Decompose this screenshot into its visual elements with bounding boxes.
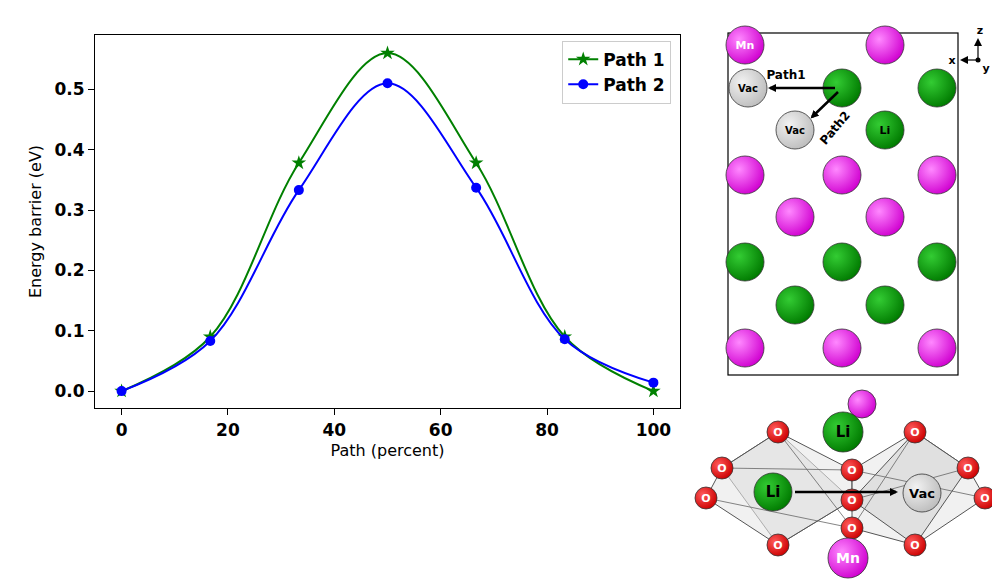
svg-text:40: 40 — [322, 420, 346, 440]
svg-text:O: O — [847, 522, 856, 535]
svg-text:O: O — [847, 464, 856, 477]
svg-text:Vac: Vac — [909, 486, 935, 501]
svg-text:O: O — [847, 494, 856, 507]
svg-text:y: y — [982, 62, 989, 75]
svg-text:Path 1: Path 1 — [603, 50, 664, 70]
svg-text:x: x — [948, 54, 955, 67]
svg-text:60: 60 — [429, 420, 453, 440]
svg-text:100: 100 — [636, 420, 672, 440]
svg-text:O: O — [980, 492, 989, 505]
svg-text:80: 80 — [535, 420, 559, 440]
svg-text:0.4: 0.4 — [54, 140, 84, 160]
svg-text:0.3: 0.3 — [54, 200, 84, 220]
svg-text:Li: Li — [766, 483, 781, 501]
svg-text:Vac: Vac — [785, 125, 805, 136]
svg-text:Li: Li — [836, 423, 851, 441]
svg-text:O: O — [910, 426, 919, 439]
svg-text:0.0: 0.0 — [54, 381, 84, 401]
svg-text:Mn: Mn — [836, 550, 860, 566]
svg-text:O: O — [773, 539, 782, 552]
svg-text:0.5: 0.5 — [54, 79, 84, 99]
svg-text:Energy barrier (eV): Energy barrier (eV) — [26, 145, 45, 298]
svg-text:20: 20 — [216, 420, 240, 440]
svg-text:Path (percent): Path (percent) — [331, 441, 445, 460]
svg-text:O: O — [701, 492, 710, 505]
svg-text:z: z — [977, 24, 983, 37]
svg-text:Mn: Mn — [736, 39, 755, 52]
svg-text:O: O — [910, 539, 919, 552]
svg-text:0.2: 0.2 — [54, 260, 84, 280]
svg-text:0.1: 0.1 — [54, 321, 84, 341]
svg-text:Path1: Path1 — [766, 68, 805, 82]
svg-text:Li: Li — [880, 124, 891, 137]
svg-text:O: O — [963, 462, 972, 475]
svg-text:Path2: Path2 — [817, 108, 853, 147]
svg-text:Vac: Vac — [738, 83, 758, 94]
svg-text:O: O — [717, 462, 726, 475]
svg-text:Path 2: Path 2 — [603, 75, 664, 95]
svg-text:O: O — [773, 426, 782, 439]
svg-text:0: 0 — [116, 420, 128, 440]
